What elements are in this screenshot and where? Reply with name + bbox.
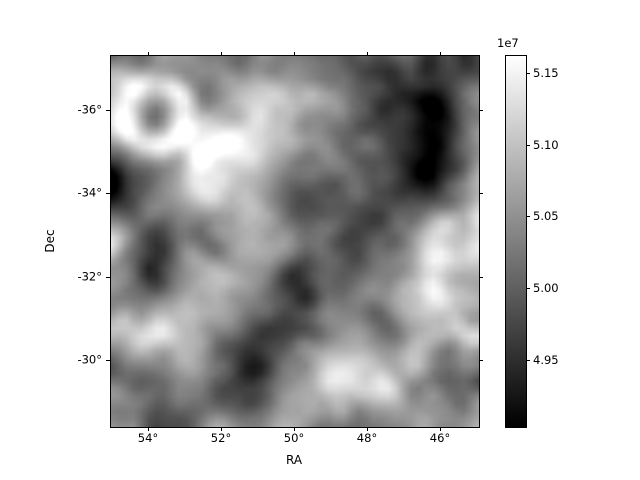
colorbar-tick-mark	[526, 216, 530, 218]
ytick-mark-right	[479, 360, 483, 362]
xtick-mark	[148, 427, 150, 431]
colorbar-tick-label: 5.15	[533, 66, 559, 80]
colorbar-offset-text: 1e7	[497, 36, 519, 50]
colorbar-tick-mark	[526, 73, 530, 75]
xtick-mark	[440, 427, 442, 431]
ytick-mark	[106, 110, 110, 112]
ytick-label: -36°	[77, 102, 102, 117]
ytick-mark	[106, 277, 110, 279]
ytick-label: -34°	[77, 185, 102, 200]
xtick-mark-top	[148, 52, 150, 56]
xtick-mark-top	[440, 52, 442, 56]
xtick-label: 48°	[356, 431, 378, 445]
ytick-mark	[106, 360, 110, 362]
xtick-label: 54°	[137, 431, 159, 445]
ytick-mark	[106, 193, 110, 195]
xtick-mark	[221, 427, 223, 431]
xtick-mark	[367, 427, 369, 431]
sky-map-axes	[110, 55, 480, 428]
colorbar-tick-label: 4.95	[533, 353, 559, 367]
sky-map-image	[111, 56, 479, 427]
colorbar-tick-mark	[526, 288, 530, 290]
colorbar-tick-mark	[526, 360, 530, 362]
xtick-label: 52°	[210, 431, 232, 445]
xtick-mark-top	[221, 52, 223, 56]
y-axis-label: Dec	[43, 229, 57, 253]
ytick-mark-right	[479, 193, 483, 195]
ytick-label: -32°	[77, 269, 102, 284]
x-axis-label: RA	[285, 453, 303, 467]
xtick-mark-top	[367, 52, 369, 56]
ytick-label: -30°	[77, 352, 102, 367]
colorbar-tick-label: 5.05	[533, 209, 559, 223]
colorbar-tick-mark	[526, 145, 530, 147]
xtick-label: 46°	[429, 431, 451, 445]
xtick-label: 50°	[283, 431, 305, 445]
colorbar-gradient	[506, 56, 526, 427]
colorbar-tick-label: 5.10	[533, 138, 559, 152]
ytick-mark-right	[479, 110, 483, 112]
xtick-mark	[294, 427, 296, 431]
colorbar-axes	[505, 55, 527, 428]
ytick-mark-right	[479, 277, 483, 279]
colorbar-tick-label: 5.00	[533, 281, 559, 295]
xtick-mark-top	[294, 52, 296, 56]
